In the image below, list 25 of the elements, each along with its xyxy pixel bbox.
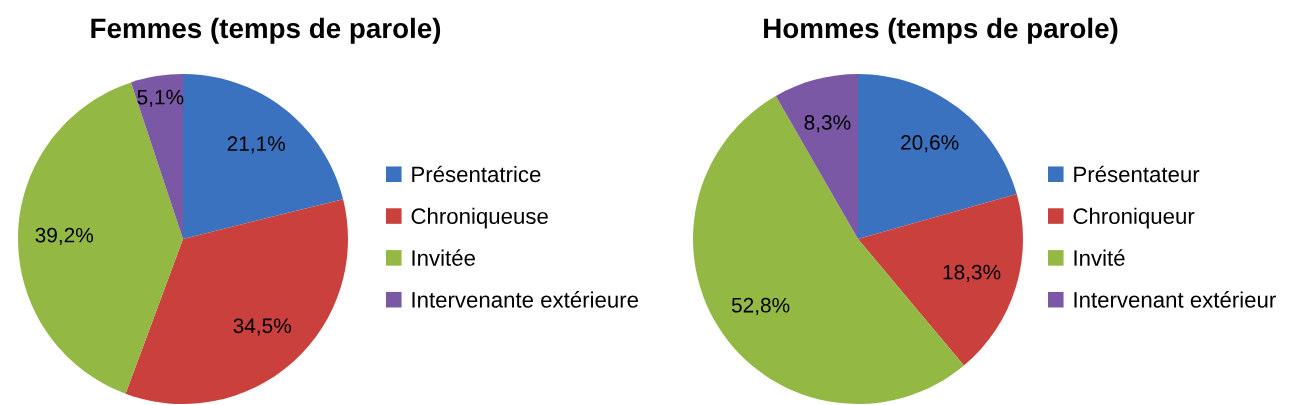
- pie-slice: [130, 74, 183, 239]
- legend-label: Intervenant extérieur: [1074, 291, 1276, 308]
- legend-label: Chroniqueuse: [411, 207, 548, 229]
- pie-slice: [858, 193, 1023, 366]
- legend-label: Invité: [1074, 249, 1125, 266]
- data-label: 18,3%: [943, 264, 1001, 282]
- chart-title: Hommes (temps de parole): [764, 17, 1118, 44]
- legend-label: Présentatrice: [412, 165, 541, 183]
- legend-label: Présentateur: [1074, 165, 1200, 183]
- pie-slice: [858, 74, 1017, 239]
- data-label: 34,5%: [233, 318, 291, 336]
- data-label: 39,2%: [35, 227, 94, 245]
- data-label: 52,8%: [731, 297, 790, 316]
- data-label: 8,3%: [804, 115, 851, 133]
- legend-label: Invitée: [412, 249, 475, 266]
- pie-slice: [18, 82, 183, 394]
- pie-slice: [775, 74, 858, 239]
- data-label: 5,1%: [137, 89, 184, 107]
- data-label: 21,1%: [227, 136, 285, 154]
- pie-slice: [125, 199, 348, 404]
- chart-title: Femmes (temps de parole): [91, 17, 441, 44]
- pie-slice: [183, 74, 344, 239]
- legend-label: Intervenante extérieure: [412, 291, 638, 308]
- data-label: 20,6%: [901, 135, 959, 153]
- legend-label: Chroniqueur: [1073, 207, 1195, 229]
